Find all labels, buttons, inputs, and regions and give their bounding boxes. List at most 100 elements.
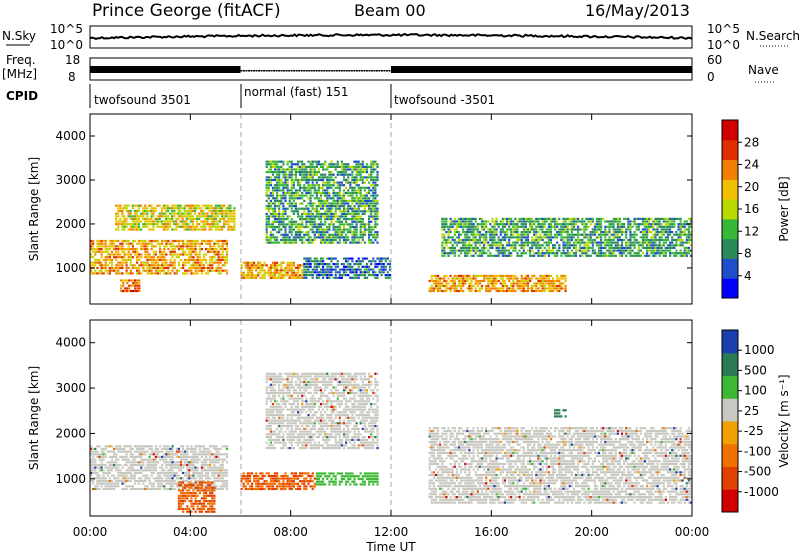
heatmap-cell — [570, 217, 573, 220]
heatmap-cell — [637, 228, 640, 231]
heatmap-cell — [336, 186, 339, 189]
heatmap-cell — [146, 253, 149, 256]
heatmap-cell — [156, 217, 159, 220]
heatmap-cell — [372, 274, 375, 277]
heatmap-cell — [152, 212, 155, 215]
heatmap-cell — [188, 269, 191, 272]
heatmap-cell — [175, 217, 178, 220]
heatmap-cell — [130, 284, 133, 287]
heatmap-cell — [167, 266, 170, 270]
heatmap-cell — [666, 244, 670, 247]
heatmap-cell — [267, 189, 270, 192]
heatmap-cell — [131, 485, 134, 488]
heatmap-cell — [460, 217, 463, 220]
heatmap-cell — [303, 184, 306, 187]
heatmap-cell — [658, 225, 661, 228]
heatmap-cell — [123, 261, 126, 264]
heatmap-cell — [136, 463, 139, 467]
heatmap-cell — [478, 282, 481, 285]
heatmap-cell — [206, 220, 209, 223]
heatmap-cell — [284, 197, 287, 200]
heatmap-cell — [474, 217, 477, 220]
heatmap-cell — [127, 242, 130, 245]
heatmap-cell — [221, 250, 224, 253]
heatmap-cell — [600, 225, 603, 228]
heatmap-cell — [535, 252, 538, 255]
heatmap-cell — [347, 210, 350, 213]
heatmap-cell — [583, 225, 586, 228]
heatmap-cell — [510, 228, 513, 231]
heatmap-cell — [570, 225, 573, 228]
heatmap-cell — [284, 207, 287, 210]
heatmap-cell — [242, 274, 245, 277]
heatmap-cell — [336, 191, 339, 195]
heatmap-cell — [658, 238, 661, 242]
heatmap-cell — [131, 458, 134, 461]
heatmap-cell — [113, 455, 116, 458]
heatmap-cell — [271, 274, 275, 277]
heatmap-cell — [301, 269, 304, 272]
heatmap-cell — [108, 256, 111, 259]
heatmap-cell — [190, 256, 193, 259]
heatmap-cell — [179, 253, 183, 256]
heatmap-cell — [148, 447, 151, 450]
heatmap-cell — [564, 254, 567, 257]
heatmap-cell — [169, 225, 172, 228]
heatmap-cell — [117, 474, 120, 477]
heatmap-cell — [142, 225, 145, 228]
heatmap-cell — [618, 217, 621, 220]
heatmap-cell — [282, 176, 285, 179]
heatmap-cell — [639, 217, 642, 220]
heatmap-cell — [489, 231, 492, 234]
heatmap-cell — [579, 233, 582, 236]
heatmap-cell — [263, 276, 266, 279]
heatmap-cell — [503, 223, 507, 226]
heatmap-cell — [110, 482, 114, 485]
heatmap-cell — [104, 453, 107, 456]
heatmap-cell — [322, 215, 325, 218]
heatmap-cell — [215, 250, 218, 253]
heatmap-cell — [363, 274, 366, 277]
heatmap-cell — [303, 271, 306, 274]
heatmap-cell — [309, 191, 312, 195]
heatmap-cell — [173, 228, 176, 231]
heatmap-cell — [140, 242, 143, 245]
heatmap-cell — [562, 244, 565, 247]
heatmap-cell — [620, 223, 624, 226]
heatmap-cell — [501, 289, 504, 293]
heatmap-cell — [133, 487, 137, 491]
heatmap-cell — [303, 210, 306, 213]
heatmap-cell — [225, 223, 228, 226]
heatmap-cell — [278, 176, 281, 179]
heatmap-cell — [133, 220, 136, 223]
heatmap-cell — [219, 261, 222, 264]
heatmap-cell — [332, 181, 335, 184]
heatmap-cell — [144, 261, 147, 264]
heatmap-cell — [233, 215, 236, 218]
heatmap-cell — [338, 241, 341, 244]
heatmap-cell — [382, 268, 385, 271]
heatmap-cell — [326, 228, 329, 231]
freq-dot — [375, 70, 378, 72]
heatmap-cell — [273, 207, 277, 210]
heatmap-cell — [602, 252, 605, 255]
heatmap-cell — [466, 244, 469, 247]
heatmap-cell — [514, 241, 517, 244]
heatmap-cell — [276, 181, 279, 184]
heatmap-cell — [175, 228, 178, 231]
heatmap-cell — [353, 263, 356, 266]
heatmap-cell — [468, 220, 471, 223]
heatmap-cell — [92, 264, 95, 267]
heatmap-cell — [541, 217, 544, 220]
heatmap-cell — [675, 244, 678, 247]
heatmap-cell — [223, 256, 226, 259]
heatmap-cell — [198, 217, 201, 220]
heatmap-cell — [506, 287, 509, 290]
heatmap-cell — [319, 165, 323, 168]
heatmap-cell — [276, 269, 279, 272]
heatmap-cell — [345, 268, 348, 271]
heatmap-cell — [330, 165, 333, 168]
heatmap-cell — [591, 231, 594, 234]
heatmap-cell — [138, 463, 141, 467]
heatmap-cell — [457, 238, 461, 242]
